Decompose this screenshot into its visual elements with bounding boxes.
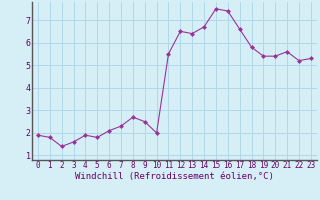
X-axis label: Windchill (Refroidissement éolien,°C): Windchill (Refroidissement éolien,°C) [75, 172, 274, 181]
